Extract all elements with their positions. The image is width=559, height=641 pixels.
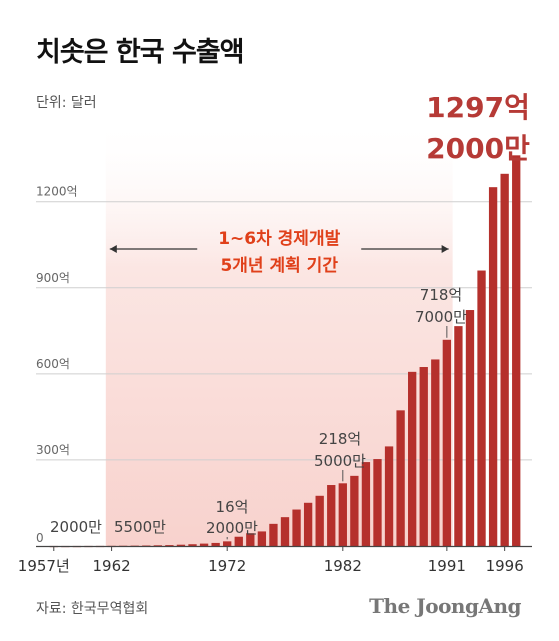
bar-1976 (269, 523, 278, 546)
bar-1984 (361, 462, 371, 546)
bar-1987 (396, 410, 405, 546)
bar-1982 (338, 483, 347, 546)
bar-1992 (454, 326, 463, 546)
annotation-line1: 16억 (216, 498, 249, 516)
bar-1996 (500, 173, 509, 546)
bar-1983 (350, 475, 359, 546)
bar-1971 (211, 542, 220, 546)
bar-1993 (465, 310, 475, 546)
bar-1991 (442, 339, 452, 546)
plan-label-line2: 5개년 계획 기간 (220, 256, 338, 276)
x-tick-label: 1962 (92, 557, 130, 575)
x-tick-label: 1982 (324, 557, 362, 575)
bar-1979 (303, 502, 313, 546)
bar-1975 (257, 531, 267, 546)
y-tick-labels: 0 300억 600억 900억 1200억 (36, 185, 78, 545)
chart-title: 치솟은 한국 수출액 (36, 37, 245, 68)
bar-1990 (431, 359, 440, 546)
bar-1969 (188, 544, 197, 546)
annotation-line1: 2000만 (50, 518, 102, 536)
annotation-line2: 2000만 (206, 519, 258, 537)
source-note: 자료: 한국무역협회 (36, 601, 149, 617)
plan-period-band (105, 118, 453, 546)
unit-label: 단위: 달러 (36, 95, 97, 111)
bar-1985 (373, 459, 382, 546)
y-tick-label: 300억 (36, 443, 70, 457)
annotation-line1: 1297억 (426, 91, 530, 124)
bar-1977 (280, 517, 290, 546)
bar-1973 (234, 536, 243, 546)
bar-1989 (419, 367, 428, 546)
x-tick-label: 1991 (428, 557, 466, 575)
x-tick-labels: 1957년 1962 1972 1982 1991 1996 (18, 546, 524, 575)
plan-arrowhead-left (109, 245, 117, 253)
bar-1968 (176, 544, 186, 546)
bar-1972 (223, 541, 232, 546)
y-tick-label: 900억 (36, 271, 70, 285)
annotation-line1: 718억 (420, 286, 462, 304)
bar-1970 (199, 543, 209, 546)
bar-1981 (327, 485, 336, 546)
bar-1966 (153, 545, 162, 547)
publisher-logo: The JoongAng (369, 594, 521, 618)
annotation-line1: 218억 (319, 430, 361, 448)
annotation-line2: 2000만 (426, 132, 530, 165)
annotation-line1: 5500만 (114, 518, 166, 536)
bar-1995 (488, 187, 498, 546)
plan-label-line1: 1~6차 경제개발 (218, 229, 340, 249)
bar-1994 (477, 270, 486, 546)
bar-1997 (512, 155, 521, 546)
x-tick-label: 1957년 (18, 557, 70, 575)
bar-1974 (246, 533, 255, 546)
x-tick-label: 1972 (208, 557, 246, 575)
x-tick-label: 1996 (486, 557, 524, 575)
bar-1978 (292, 509, 301, 546)
value-annotations: 2000만 5500만 16억 2000만 218억 5000만 718억 7000만 1297… (50, 91, 530, 540)
y-tick-label: 1200억 (36, 185, 78, 199)
plan-arrowhead-right (441, 245, 449, 253)
bar-1986 (384, 446, 394, 546)
y-tick-label: 0 (36, 531, 44, 545)
annotation-line2: 7000만 (415, 308, 467, 326)
y-tick-label: 600억 (36, 357, 70, 371)
bar-1980 (315, 495, 324, 546)
plan-period-label: 1~6차 경제개발 5개년 계획 기간 (109, 229, 449, 276)
bars (49, 155, 521, 548)
bar-1967 (165, 545, 174, 547)
bar-1988 (408, 371, 417, 546)
annotation-line2: 5000만 (314, 452, 366, 470)
